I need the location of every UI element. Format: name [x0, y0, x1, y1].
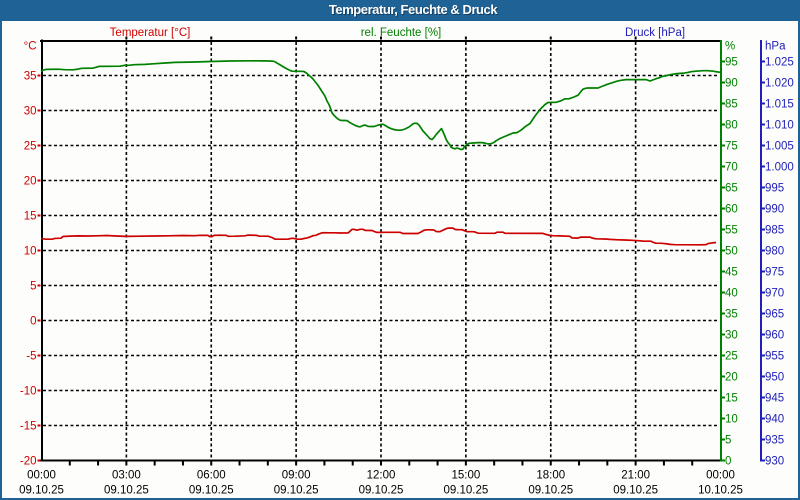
svg-text:Temperatur [°C]: Temperatur [°C] [110, 27, 191, 39]
svg-text:960: 960 [765, 330, 784, 342]
svg-text:1.020: 1.020 [765, 78, 794, 90]
svg-text:rel. Feuchte [%]: rel. Feuchte [%] [361, 27, 442, 39]
svg-text:70: 70 [725, 162, 738, 174]
svg-text:15: 15 [725, 393, 738, 405]
svg-text:09.10.25: 09.10.25 [528, 485, 573, 497]
svg-text:1.010: 1.010 [765, 120, 794, 132]
svg-text:06:00: 06:00 [197, 470, 226, 482]
svg-text:Temperatur, Feuchte & Druck: Temperatur, Feuchte & Druck [329, 2, 498, 17]
svg-text:30: 30 [725, 330, 738, 342]
svg-text:90: 90 [725, 78, 738, 90]
svg-text:00:00: 00:00 [706, 470, 735, 482]
svg-text:980: 980 [765, 246, 784, 258]
svg-text:975: 975 [765, 267, 784, 279]
svg-text:5: 5 [725, 435, 731, 447]
svg-text:%: % [725, 41, 735, 53]
svg-text:-15: -15 [20, 421, 37, 433]
svg-text:09:00: 09:00 [282, 470, 311, 482]
svg-text:35: 35 [24, 71, 37, 83]
svg-text:21:00: 21:00 [621, 470, 650, 482]
svg-text:09.10.25: 09.10.25 [359, 485, 404, 497]
svg-text:95: 95 [725, 57, 738, 69]
svg-text:00:00: 00:00 [27, 470, 56, 482]
svg-text:45: 45 [725, 267, 738, 279]
svg-text:35: 35 [725, 309, 738, 321]
svg-text:15: 15 [24, 211, 37, 223]
svg-text:80: 80 [725, 120, 738, 132]
svg-text:°C: °C [24, 41, 37, 53]
svg-text:09.10.25: 09.10.25 [443, 485, 488, 497]
svg-text:30: 30 [24, 106, 37, 118]
svg-text:985: 985 [765, 225, 784, 237]
svg-text:0: 0 [725, 456, 731, 468]
svg-text:hPa: hPa [765, 41, 786, 53]
svg-text:1.000: 1.000 [765, 162, 794, 174]
svg-text:40: 40 [725, 288, 738, 300]
svg-text:85: 85 [725, 99, 738, 111]
svg-text:20: 20 [725, 372, 738, 384]
svg-text:75: 75 [725, 141, 738, 153]
svg-text:5: 5 [30, 281, 36, 293]
svg-text:990: 990 [765, 204, 784, 216]
svg-text:03:00: 03:00 [112, 470, 141, 482]
svg-text:09.10.25: 09.10.25 [189, 485, 234, 497]
svg-text:25: 25 [24, 141, 37, 153]
svg-text:20: 20 [24, 176, 37, 188]
svg-text:950: 950 [765, 372, 784, 384]
svg-text:65: 65 [725, 183, 738, 195]
svg-text:1.025: 1.025 [765, 57, 794, 69]
svg-text:15:00: 15:00 [451, 470, 480, 482]
svg-text:09.10.25: 09.10.25 [104, 485, 149, 497]
svg-text:970: 970 [765, 288, 784, 300]
svg-text:1.015: 1.015 [765, 99, 794, 111]
svg-text:-20: -20 [20, 456, 37, 468]
svg-text:10.10.25: 10.10.25 [698, 485, 743, 497]
svg-text:10: 10 [24, 246, 37, 258]
svg-text:10: 10 [725, 414, 738, 426]
svg-text:09.10.25: 09.10.25 [274, 485, 319, 497]
svg-text:930: 930 [765, 456, 784, 468]
svg-text:995: 995 [765, 183, 784, 195]
svg-text:25: 25 [725, 351, 738, 363]
svg-text:940: 940 [765, 414, 784, 426]
svg-text:-10: -10 [20, 386, 37, 398]
svg-text:60: 60 [725, 204, 738, 216]
svg-text:935: 935 [765, 435, 784, 447]
svg-text:Druck [hPa]: Druck [hPa] [625, 27, 685, 39]
svg-text:18:00: 18:00 [536, 470, 565, 482]
svg-text:55: 55 [725, 225, 738, 237]
svg-text:1.005: 1.005 [765, 141, 794, 153]
svg-text:09.10.25: 09.10.25 [19, 485, 64, 497]
svg-text:945: 945 [765, 393, 784, 405]
svg-text:-5: -5 [26, 351, 36, 363]
svg-text:09.10.25: 09.10.25 [613, 485, 658, 497]
svg-text:12:00: 12:00 [367, 470, 396, 482]
svg-text:50: 50 [725, 246, 738, 258]
svg-text:965: 965 [765, 309, 784, 321]
svg-text:0: 0 [30, 316, 36, 328]
svg-text:955: 955 [765, 351, 784, 363]
